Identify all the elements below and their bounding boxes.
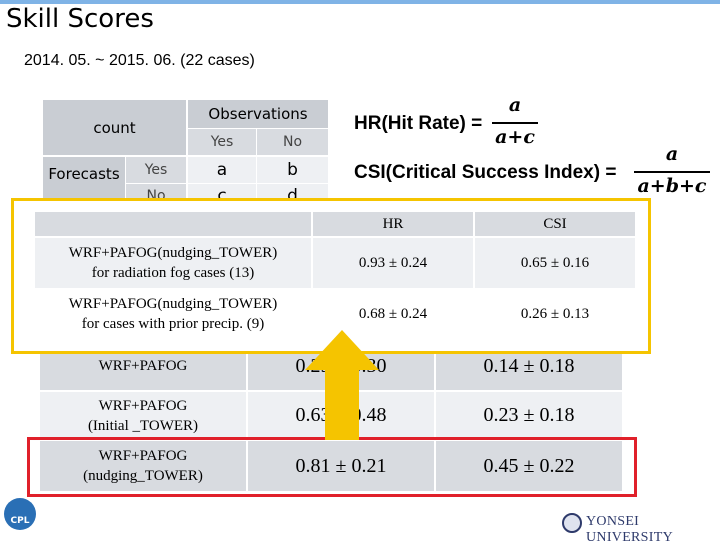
overlay-row-name-line1: WRF+PAFOG(nudging_TOWER) [68, 296, 278, 312]
obs-no-header: No [257, 129, 328, 155]
csi-numerator: a [665, 143, 679, 165]
cell-a: a [188, 157, 256, 183]
red-highlight-box [27, 437, 637, 497]
main-row-name: WRF+PAFOG (Initial _TOWER) [40, 392, 246, 439]
csi-fraction-line [634, 171, 710, 173]
hr-formula-label: HR(Hit Rate) = [354, 113, 483, 134]
main-row-name-line2: (Initial _TOWER) [87, 417, 199, 434]
main-row-name-line1: WRF+PAFOG [98, 448, 188, 464]
main-row-name: WRF+PAFOG (nudging_TOWER) [40, 441, 246, 491]
main-row-name-line1: WRF+PAFOG [98, 357, 188, 374]
overlay-corner [35, 212, 311, 236]
overlay-row-name-line2: for radiation fog cases (13) [91, 265, 255, 281]
slide-subtitle: 2014. 05. ~ 2015. 06. (22 cases) [24, 52, 255, 69]
observations-header: Observations [188, 100, 328, 128]
overlay-row-name: WRF+PAFOG(nudging_TOWER) for cases with … [35, 290, 311, 338]
count-header: count [43, 100, 186, 155]
overlay-header-hr: HR [313, 212, 473, 236]
main-row-name-line2: (nudging_TOWER) [83, 468, 203, 484]
cell-b: b [257, 157, 328, 183]
main-row-hr: 0.81 ± 0.21 [248, 441, 434, 491]
fc-yes-header: Yes [126, 157, 186, 183]
main-row-name-line1: WRF+PAFOG [98, 397, 188, 414]
top-accent-bar [0, 0, 720, 4]
hr-denominator: a+c [495, 126, 535, 148]
main-row-csi: 0.45 ± 0.22 [436, 441, 622, 491]
hr-fraction-line [492, 122, 538, 124]
arrow-up-icon [305, 330, 379, 370]
csi-denominator: a+b+c [637, 175, 707, 197]
slide-title: Skill Scores [6, 4, 154, 34]
university-name: YONSEI UNIVERSITY [586, 514, 673, 545]
hr-numerator: a [508, 94, 522, 116]
overlay-row-name-line1: WRF+PAFOG(nudging_TOWER) [68, 245, 278, 261]
overlay-row-name: WRF+PAFOG(nudging_TOWER) for radiation f… [35, 238, 311, 288]
overlay-row-csi: 0.26 ± 0.13 [475, 290, 635, 338]
overlay-row-hr: 0.93 ± 0.24 [313, 238, 473, 288]
overlay-row-name-line2: for cases with prior precip. (9) [81, 316, 265, 332]
yonsei-seal-icon [562, 513, 582, 533]
cpl-logo-icon: CPL [4, 498, 36, 530]
arrow-stem [325, 368, 359, 440]
obs-yes-header: Yes [188, 129, 256, 155]
main-row-csi: 0.23 ± 0.18 [436, 392, 622, 439]
csi-formula-label: CSI(Critical Success Index) = [354, 162, 617, 183]
overlay-row-csi: 0.65 ± 0.16 [475, 238, 635, 288]
overlay-header-csi: CSI [475, 212, 635, 236]
